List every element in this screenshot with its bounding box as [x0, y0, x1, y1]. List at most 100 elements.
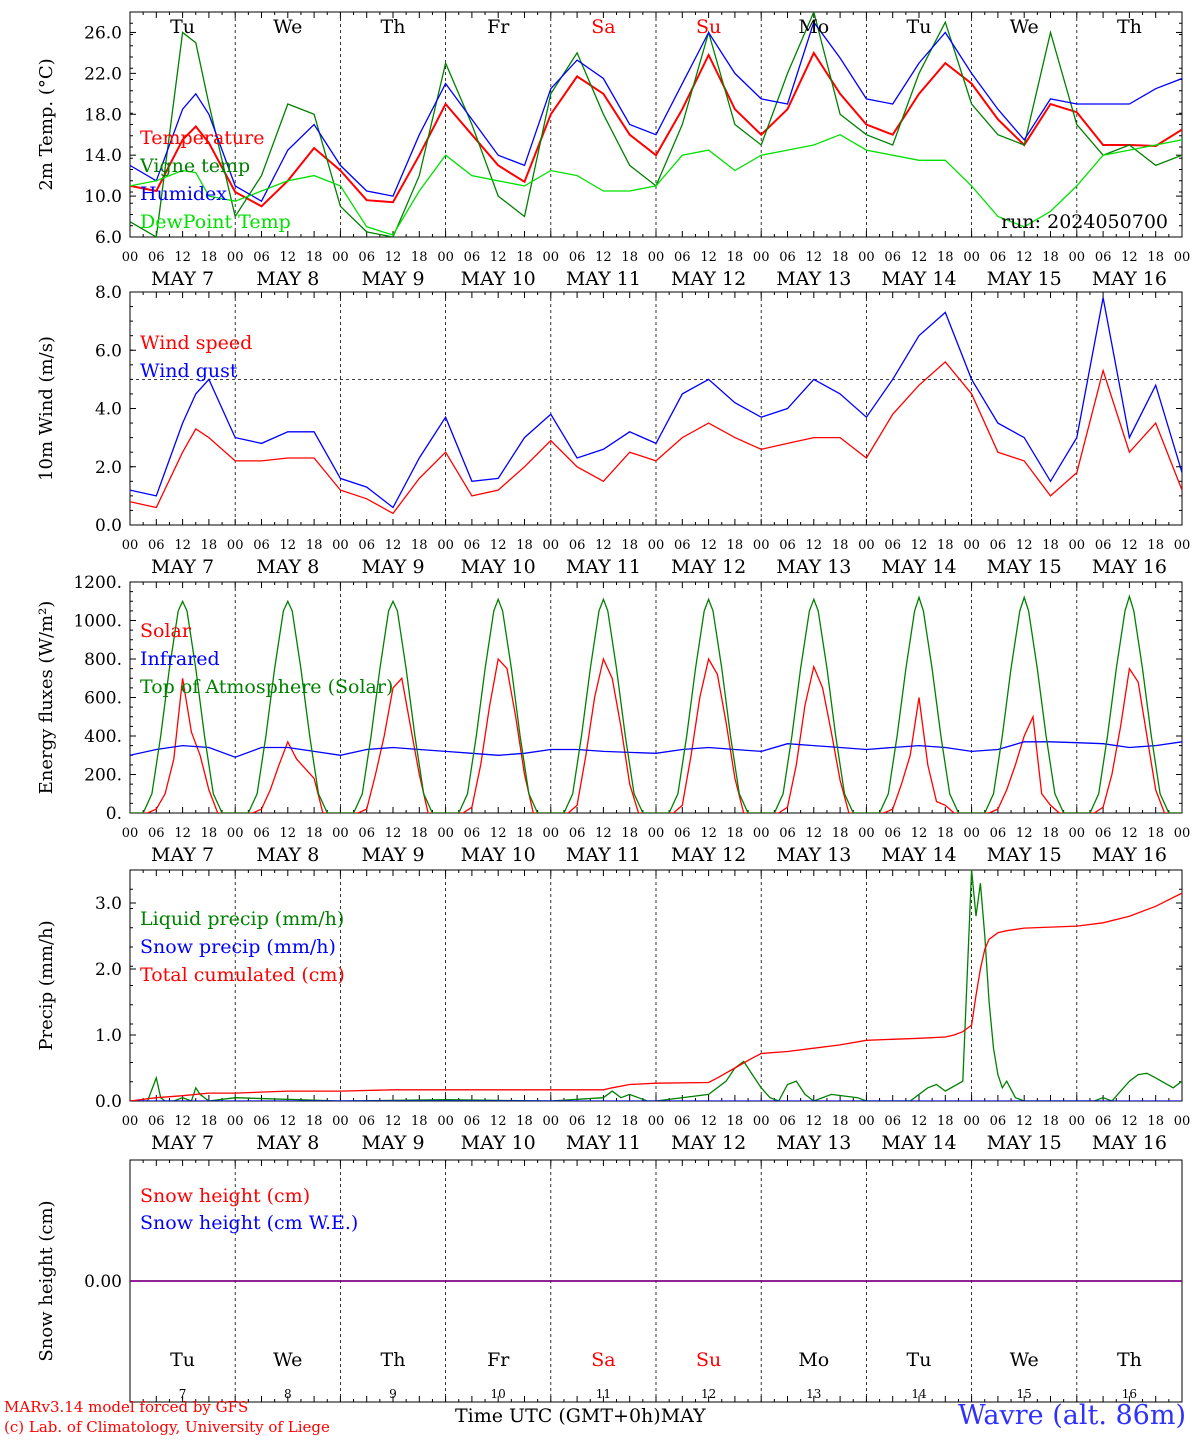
hour-tick-label: 12	[280, 250, 297, 265]
hour-tick-label: 06	[358, 1114, 375, 1129]
hour-tick-label: 18	[306, 250, 323, 265]
hour-tick-label: 18	[832, 250, 849, 265]
hour-tick-label: 18	[516, 1114, 533, 1129]
date-label: MAY 7	[151, 268, 214, 290]
panel-frame	[129, 11, 1183, 238]
hour-tick-label: 00	[1069, 538, 1086, 553]
hour-tick-label: 00	[332, 1114, 349, 1129]
series-line	[130, 870, 1182, 1101]
day-number-label: 13	[806, 1387, 821, 1401]
date-label: MAY 7	[151, 1132, 214, 1154]
hour-tick-label: 06	[779, 1114, 796, 1129]
hour-tick-label: 06	[358, 826, 375, 841]
hour-tick-label: 12	[385, 826, 402, 841]
hour-tick-label: 18	[937, 826, 954, 841]
y-tick-label: 14.0	[84, 146, 122, 166]
series-line	[130, 297, 1182, 509]
y-tick-label: 3.0	[95, 894, 122, 914]
date-label: MAY 13	[776, 268, 851, 290]
hour-tick-label: 00	[332, 250, 349, 265]
panel-energy: 0. 200. 400. 600. 800. 1000. 1200. Energy fluxe…	[36, 573, 1190, 866]
date-label: MAY 10	[461, 556, 536, 578]
hour-tick-label: 00	[963, 250, 980, 265]
date-label: MAY 9	[361, 268, 424, 290]
date-label: MAY 12	[671, 268, 746, 290]
hour-tick-label: 12	[490, 538, 507, 553]
y-tick-label: 8.0	[95, 283, 122, 303]
weekday-label: Sa	[591, 16, 615, 38]
hour-tick-label: 12	[1121, 1114, 1138, 1129]
hour-tick-label: 18	[1147, 538, 1164, 553]
hour-tick-label: 18	[516, 250, 533, 265]
date-label: MAY 10	[461, 1132, 536, 1154]
hour-tick-label: 06	[674, 250, 691, 265]
hour-tick-label: 18	[621, 1114, 638, 1129]
hour-tick-label: 12	[490, 1114, 507, 1129]
hour-tick-label: 00	[1174, 1114, 1191, 1129]
day-number-label: 10	[491, 1387, 506, 1401]
y-tick-label: 2.0	[95, 458, 122, 478]
weekday-label: Tu	[170, 16, 195, 38]
y-tick-label: 200.	[84, 766, 122, 786]
weekday-label: Tu	[907, 1349, 932, 1371]
hour-tick-label: 00	[543, 250, 560, 265]
hour-tick-label: 12	[1016, 250, 1033, 265]
date-label: MAY 8	[256, 268, 319, 290]
hour-tick-label: 00	[963, 1114, 980, 1129]
hour-tick-label: 00	[1069, 826, 1086, 841]
series-line	[130, 741, 1182, 758]
y-tick-label: 1200.	[73, 573, 122, 593]
hour-tick-label: 06	[674, 826, 691, 841]
hour-tick-label: 12	[595, 250, 612, 265]
hour-tick-label: 18	[937, 538, 954, 553]
hour-tick-label: 06	[464, 250, 481, 265]
weekday-label: Fr	[487, 16, 510, 38]
day-number-label: 9	[389, 1387, 397, 1401]
hour-tick-label: 00	[332, 826, 349, 841]
hour-tick-label: 18	[516, 538, 533, 553]
hour-tick-label: 00	[437, 250, 454, 265]
hour-tick-label: 18	[727, 538, 744, 553]
hour-tick-label: 06	[253, 1114, 270, 1129]
hour-tick-label: 00	[227, 538, 244, 553]
weekday-label: We	[1010, 16, 1039, 38]
hour-tick-label: 18	[201, 1114, 218, 1129]
date-label: MAY 14	[881, 556, 956, 578]
hour-tick-label: 12	[1121, 538, 1138, 553]
hour-tick-label: 00	[227, 826, 244, 841]
legend-entry: Temperature	[140, 127, 264, 149]
weekday-label: Tu	[170, 1349, 195, 1371]
series-line	[130, 12, 1182, 237]
y-tick-label: 22.0	[84, 64, 122, 84]
y-tick-label: 26.0	[84, 23, 122, 43]
hour-tick-label: 00	[122, 1114, 139, 1129]
hour-tick-label: 18	[727, 1114, 744, 1129]
y-tick-label: 0.	[106, 804, 122, 824]
hour-tick-label: 18	[306, 1114, 323, 1129]
series-line	[130, 892, 1182, 1101]
station-name: Wavre (alt. 86m)	[958, 1400, 1186, 1431]
hour-tick-label: 18	[201, 538, 218, 553]
hour-tick-label: 18	[411, 250, 428, 265]
hour-tick-label: 00	[122, 538, 139, 553]
series-line	[130, 20, 1182, 203]
legend-entry: Snow height (cm)	[140, 1185, 310, 1207]
hour-tick-label: 12	[700, 826, 717, 841]
hour-tick-label: 06	[674, 1114, 691, 1129]
series-line	[130, 50, 1182, 208]
hour-tick-label: 18	[727, 250, 744, 265]
hour-tick-label: 00	[753, 250, 770, 265]
date-label: MAY 9	[361, 556, 424, 578]
hour-tick-label: 18	[1042, 538, 1059, 553]
hour-tick-label: 06	[253, 538, 270, 553]
series-line	[130, 360, 1182, 515]
hour-tick-label: 12	[1121, 826, 1138, 841]
legend-entry: Snow precip (mm/h)	[140, 936, 336, 958]
hour-tick-label: 12	[911, 826, 928, 841]
y-axis-title: 2m Temp. (°C)	[36, 58, 57, 190]
hour-tick-label: 06	[779, 826, 796, 841]
weekday-label: Th	[1117, 1349, 1142, 1371]
y-axis-title: Energy fluxes (W/m²)	[36, 601, 57, 795]
hour-tick-label: 06	[569, 826, 586, 841]
